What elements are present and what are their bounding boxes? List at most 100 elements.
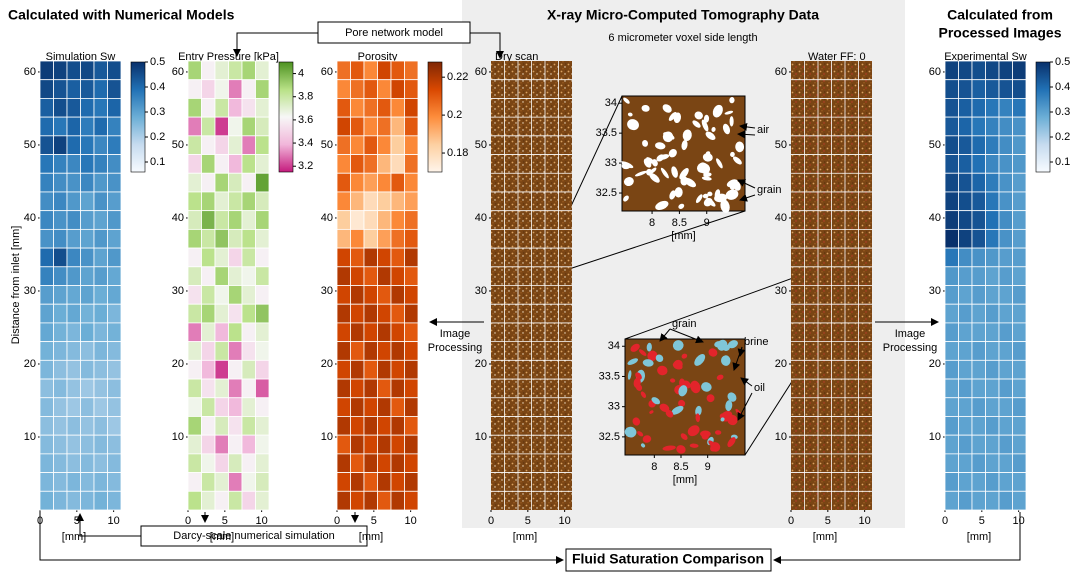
heatmap-cell [405,80,419,99]
heatmap-cell [229,98,243,117]
heatmap-cell [986,286,1000,305]
heatmap-cell [378,491,392,510]
heatmap-cell [391,80,405,99]
heatmap-cell [229,360,243,379]
heatmap-cell [959,229,973,248]
process-label: Image [440,328,471,340]
x-tick-label: 10 [108,515,120,527]
heatmap-cell [391,248,405,267]
heatmap-cell [364,304,378,323]
heatmap-cell [986,267,1000,286]
heatmap-cell [188,323,202,342]
heatmap-cell [378,98,392,117]
heatmap-cell [202,454,216,473]
y-tick-label: 33 [605,157,617,169]
x-tick-label: 5 [525,515,531,527]
heatmap-cell [67,435,81,454]
heatmap-cell [945,398,959,417]
heatmap-cell [256,286,270,305]
heatmap-cell [364,98,378,117]
colorbar [428,62,442,172]
heatmap-cell [67,211,81,230]
heatmap-cell [959,136,973,155]
heatmap-cell [972,98,986,117]
heatmap-cell [67,117,81,136]
heatmap-cell [972,136,986,155]
heatmap-cell [94,267,108,286]
heatmap-cell [351,435,365,454]
heatmap-cell [1013,491,1027,510]
heatmap-cell [1013,267,1027,286]
heatmap-cell [337,454,351,473]
heatmap-cell [1013,473,1027,492]
heatmap-cell [202,342,216,361]
heatmap-cell [67,229,81,248]
heatmap-cell [986,342,1000,361]
annotation: air [757,124,770,136]
heatmap-cell [67,360,81,379]
y-tick-label: 20 [321,358,333,370]
heatmap-cell [215,454,229,473]
heatmap-cell [94,61,108,80]
y-tick-label: 10 [775,431,787,443]
heatmap-cell [378,173,392,192]
x-axis-label: [mm] [813,531,837,543]
heatmap-cell [94,173,108,192]
heatmap-cell [945,248,959,267]
heatmap-cell [405,117,419,136]
heatmap-cell [337,286,351,305]
heatmap-cell [378,416,392,435]
heatmap-cell [999,304,1013,323]
heatmap-cell [364,416,378,435]
heatmap-cell [229,229,243,248]
heatmap-cell [215,61,229,80]
heatmap-cell [94,211,108,230]
heatmap-cell [94,473,108,492]
heatmap-cell [40,80,54,99]
heatmap-cell [405,454,419,473]
heatmap-cell [999,117,1013,136]
heatmap-cell [202,136,216,155]
heatmap-cell [54,173,68,192]
heatmap-cell [378,211,392,230]
heatmap-cell [242,155,256,174]
heatmap-cell [229,454,243,473]
heatmap-cell [986,211,1000,230]
colorbar-tick-label: 0.4 [150,81,165,93]
heatmap-cell [188,98,202,117]
heatmap-cell [188,80,202,99]
heatmap-cell [364,61,378,80]
heatmap-cell [351,155,365,174]
heatmap-cell [94,80,108,99]
heatmap-cell [40,155,54,174]
heatmap-cell [81,98,95,117]
heatmap-cell [999,61,1013,80]
x-tick-label: 8 [649,217,655,229]
heatmap-cell [188,342,202,361]
heatmap-cell [202,211,216,230]
heatmap-cell [999,416,1013,435]
colorbar-tick-label: 3.4 [298,137,313,149]
heatmap-cell [215,435,229,454]
x-tick-label: 9 [705,461,711,473]
heatmap-cell [986,136,1000,155]
heatmap-cell [959,342,973,361]
heatmap-cell [391,360,405,379]
heatmap-cell [351,173,365,192]
heatmap-cell [215,117,229,136]
heatmap-cell [959,473,973,492]
colorbar-tick-label: 0.4 [1055,81,1070,93]
heatmap-cell [959,360,973,379]
heatmap-cell [202,98,216,117]
heatmap-cell [94,286,108,305]
heatmap-cell [40,267,54,286]
x-tick-label: 5 [222,515,228,527]
heatmap-cell [215,155,229,174]
heatmap-cell [378,379,392,398]
heatmap-cell [1013,416,1027,435]
heatmap-cell [256,61,270,80]
heatmap-cell [351,98,365,117]
heatmap-cell [67,473,81,492]
y-tick-label: 30 [24,285,36,297]
heatmap-cell [108,117,122,136]
